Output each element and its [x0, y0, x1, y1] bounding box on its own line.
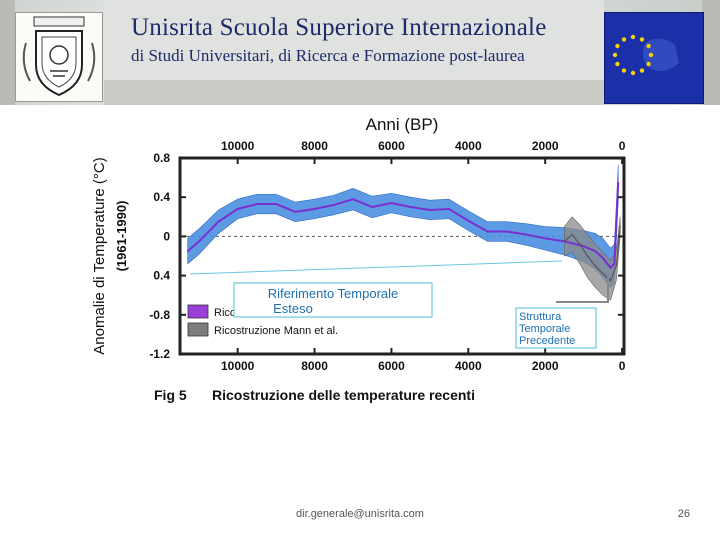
- legend-swatch: [187, 304, 209, 319]
- series-point: [186, 250, 189, 252]
- previous-bracket-line: [556, 276, 609, 303]
- series-point: [609, 266, 612, 269]
- legend-swatch: [187, 322, 209, 337]
- series-point: [594, 250, 596, 252]
- header-subtitle: di Studi Universitari, di Ricerca e Form…: [131, 46, 525, 65]
- university-crest-icon: [15, 12, 103, 102]
- eu-star-icon: [621, 37, 627, 42]
- series-point: [571, 233, 573, 236]
- series-point: [525, 233, 527, 236]
- extended-annotation-box: [233, 282, 433, 318]
- footer-email: dir.generale@unisrita.com: [296, 508, 424, 520]
- series-point: [352, 198, 354, 200]
- previous-annotation-box: [515, 307, 597, 349]
- series-point: [613, 263, 616, 265]
- x-tick-label-bottom: 6000: [378, 359, 405, 373]
- previous-annotation-label: Temporale: [519, 323, 570, 335]
- series-point: [294, 211, 297, 213]
- series-point: [448, 208, 450, 210]
- series-point: [582, 245, 585, 247]
- series-point: [615, 265, 618, 267]
- series-point: [594, 265, 596, 267]
- series-point: [602, 257, 604, 259]
- series-point: [617, 181, 620, 184]
- header-title: Unisrita Scuola Superiore Internazionale: [131, 14, 547, 41]
- x-tick-label-bottom: 4000: [455, 359, 482, 373]
- y-tick-label: 0: [163, 229, 170, 243]
- series-point: [578, 243, 581, 246]
- x-tick-label-top: 10000: [221, 139, 255, 153]
- y-tick-label: 0.4: [153, 269, 170, 283]
- x-tick-label-bottom: 10000: [221, 359, 255, 373]
- figure-caption-prefix: Fig 5: [154, 387, 187, 403]
- x-tick-label-top: 8000: [301, 139, 328, 153]
- legend-label: Ricostruzione Mann et al.: [214, 325, 338, 337]
- extended-annotation-label: Esteso: [273, 301, 313, 316]
- series-point: [390, 202, 393, 204]
- series-point: [486, 230, 489, 233]
- series-point: [467, 219, 470, 222]
- figure-caption: Ricostruzione delle temperature recenti: [212, 387, 475, 403]
- y-axis-sublabel: (1961-1990): [114, 201, 129, 272]
- y-axis-label: Anomalie di Temperature (°C): [91, 157, 108, 354]
- eu-star-icon: [639, 37, 645, 42]
- x-tick-label-top: 2000: [532, 139, 559, 153]
- series-point: [409, 206, 412, 208]
- series-point: [505, 230, 508, 233]
- eu-star-icon: [646, 61, 651, 67]
- slide-header: Unisrita Scuola Superiore Internazionale…: [0, 0, 720, 105]
- eu-star-icon: [615, 61, 620, 67]
- eu-star-icon: [639, 68, 645, 73]
- eu-flag-icon: [604, 12, 704, 104]
- series-point: [275, 203, 277, 205]
- y-tick-label: 0.8: [153, 151, 170, 165]
- eu-star-icon: [630, 34, 636, 40]
- extended-annotation-label: Riferimento Temporale: [268, 286, 399, 301]
- eu-star-icon: [648, 52, 654, 58]
- page-number: 26: [677, 508, 690, 520]
- series-point: [619, 225, 621, 228]
- series-point: [332, 204, 335, 206]
- series-point: [544, 237, 546, 240]
- series-point: [217, 220, 220, 223]
- extended-callout-line: [189, 260, 563, 275]
- previous-annotation-label: Precedente: [519, 335, 575, 347]
- series-point: [563, 240, 566, 243]
- series-point: [313, 208, 316, 210]
- series-point: [236, 208, 239, 210]
- series-point: [602, 272, 604, 275]
- previous-annotation-label: Struttura: [519, 311, 562, 323]
- series-point: [371, 206, 374, 208]
- series-point: [198, 240, 201, 243]
- series-point: [256, 203, 258, 205]
- header-background: [0, 0, 720, 105]
- series-point: [429, 209, 431, 211]
- x-tick-label-top: 4000: [455, 139, 482, 153]
- eu-star-icon: [615, 43, 620, 49]
- chart-title: Anni (BP): [366, 115, 439, 134]
- eu-star-icon: [621, 68, 627, 73]
- x-tick-label-bottom: 8000: [301, 359, 328, 373]
- eu-star-icon: [630, 70, 636, 76]
- eu-star-icon: [646, 43, 651, 49]
- eu-star-icon: [612, 52, 618, 58]
- y-tick-label: 0.4: [153, 190, 170, 204]
- series-point: [586, 255, 589, 257]
- x-tick-label-bottom: 2000: [532, 359, 559, 373]
- x-tick-label-bottom: 0: [619, 359, 626, 373]
- y-tick-label: -1.2: [149, 347, 170, 361]
- x-tick-label-top: 6000: [378, 139, 405, 153]
- x-tick-label-top: 0: [619, 139, 626, 153]
- temperature-anomaly-chart: 10000 10000 8000 8000 6000 6000 4000 4000 2000 20…: [91, 115, 626, 403]
- series-point: [609, 279, 612, 282]
- y-tick-label: -0.8: [149, 308, 170, 322]
